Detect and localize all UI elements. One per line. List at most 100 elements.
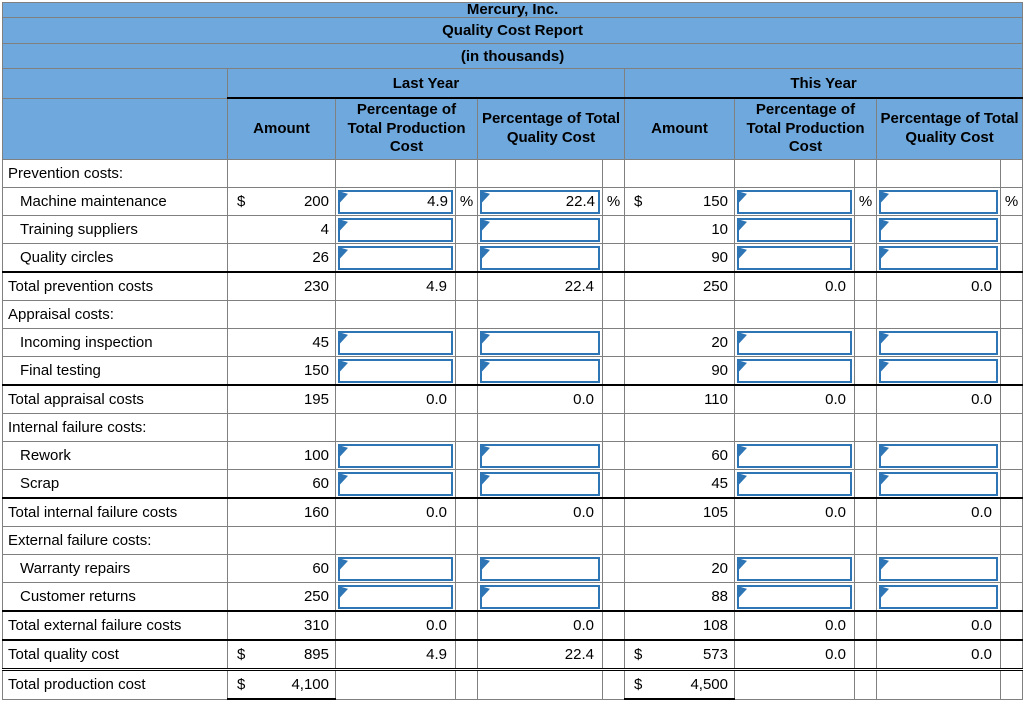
input-this-year-pct-production-incoming-inspection[interactable] xyxy=(739,332,850,353)
answer-input-box[interactable] xyxy=(480,189,600,214)
input-last-year-pct-quality-incoming-inspection[interactable] xyxy=(482,332,598,353)
cell-last-year-pct-quality-percent-sign xyxy=(602,441,625,470)
input-last-year-pct-production-quality-circles[interactable] xyxy=(340,247,451,268)
input-last-year-pct-quality-customer-returns[interactable] xyxy=(482,586,598,607)
answer-input-box[interactable] xyxy=(737,471,852,496)
answer-input-box[interactable] xyxy=(879,330,998,355)
input-last-year-pct-quality-training-suppliers[interactable] xyxy=(482,219,598,240)
answer-input-box[interactable] xyxy=(879,556,998,581)
answer-input-box[interactable] xyxy=(737,584,852,609)
cell-last-year-pct-production xyxy=(335,669,456,700)
cell-last-year-pct-quality-percent-sign xyxy=(602,328,625,357)
cell-this-year-pct-quality-percent-sign: % xyxy=(999,187,1024,216)
amount-value: 60 xyxy=(312,560,329,577)
amount-value: 4 xyxy=(320,221,329,238)
cell-last-year-pct-production: 0.0 xyxy=(335,497,456,527)
input-this-year-pct-production-warranty-repairs[interactable] xyxy=(739,558,850,579)
answer-input-box[interactable] xyxy=(737,358,852,383)
cell-last-year-pct-production-percent-sign xyxy=(455,554,478,583)
answer-input-box[interactable] xyxy=(338,245,453,270)
input-last-year-pct-production-scrap[interactable] xyxy=(340,473,451,494)
input-this-year-pct-quality-scrap[interactable] xyxy=(881,473,996,494)
answer-input-box[interactable] xyxy=(480,217,600,242)
cell-flag-icon xyxy=(482,473,490,485)
input-this-year-pct-quality-incoming-inspection[interactable] xyxy=(881,332,996,353)
cell-this-year-amount: 88 xyxy=(624,582,735,612)
answer-input-box[interactable] xyxy=(480,471,600,496)
input-this-year-pct-production-machine-maintenance[interactable] xyxy=(739,191,850,212)
answer-input-box[interactable] xyxy=(338,217,453,242)
answer-input-box[interactable] xyxy=(338,443,453,468)
answer-input-box[interactable] xyxy=(338,358,453,383)
answer-input-box[interactable] xyxy=(879,217,998,242)
input-last-year-pct-quality-warranty-repairs[interactable] xyxy=(482,558,598,579)
cell-flag-icon xyxy=(739,586,747,598)
input-last-year-pct-production-customer-returns[interactable] xyxy=(340,586,451,607)
answer-input-box[interactable] xyxy=(737,189,852,214)
input-this-year-pct-production-final-testing[interactable] xyxy=(739,360,850,381)
input-last-year-pct-production-warranty-repairs[interactable] xyxy=(340,558,451,579)
input-this-year-pct-quality-customer-returns[interactable] xyxy=(881,586,996,607)
cell-this-year-pct-production-percent-sign xyxy=(854,669,877,700)
input-this-year-pct-production-quality-circles[interactable] xyxy=(739,247,850,268)
answer-input-box[interactable] xyxy=(879,584,998,609)
amount-value: 200 xyxy=(303,193,329,210)
input-last-year-pct-quality-final-testing[interactable] xyxy=(482,360,598,381)
answer-input-box[interactable] xyxy=(338,584,453,609)
answer-input-box[interactable] xyxy=(879,189,998,214)
answer-input-box[interactable] xyxy=(338,189,453,214)
input-last-year-pct-production-training-suppliers[interactable] xyxy=(340,219,451,240)
answer-input-box[interactable] xyxy=(480,330,600,355)
input-this-year-pct-production-training-suppliers[interactable] xyxy=(739,219,850,240)
answer-input-box[interactable] xyxy=(480,245,600,270)
amount-value: 150 xyxy=(702,193,728,210)
input-this-year-pct-production-rework[interactable] xyxy=(739,445,850,466)
amount-value: 310 xyxy=(303,617,329,634)
input-last-year-pct-production-incoming-inspection[interactable] xyxy=(340,332,451,353)
answer-input-box[interactable] xyxy=(338,330,453,355)
input-this-year-pct-production-customer-returns[interactable] xyxy=(739,586,850,607)
answer-input-box[interactable] xyxy=(879,471,998,496)
input-this-year-pct-quality-machine-maintenance[interactable] xyxy=(881,191,996,212)
input-this-year-pct-quality-rework[interactable] xyxy=(881,445,996,466)
cell-flag-icon xyxy=(482,445,490,457)
cell-this-year-pct-production xyxy=(734,187,855,216)
input-this-year-pct-production-scrap[interactable] xyxy=(739,473,850,494)
answer-input-box[interactable] xyxy=(338,471,453,496)
input-last-year-pct-quality-scrap[interactable] xyxy=(482,473,598,494)
answer-input-box[interactable] xyxy=(737,443,852,468)
input-last-year-pct-quality-machine-maintenance[interactable] xyxy=(482,191,598,212)
answer-input-box[interactable] xyxy=(480,584,600,609)
answer-input-box[interactable] xyxy=(879,443,998,468)
input-last-year-pct-quality-rework[interactable] xyxy=(482,445,598,466)
input-last-year-pct-production-final-testing[interactable] xyxy=(340,360,451,381)
row-label: Customer returns xyxy=(2,582,228,612)
answer-input-box[interactable] xyxy=(879,358,998,383)
cell-last-year-amount: 4 xyxy=(227,215,336,244)
answer-input-box[interactable] xyxy=(879,245,998,270)
answer-input-box[interactable] xyxy=(480,358,600,383)
amount-value: 20 xyxy=(711,560,728,577)
input-last-year-pct-production-rework[interactable] xyxy=(340,445,451,466)
input-this-year-pct-quality-training-suppliers[interactable] xyxy=(881,219,996,240)
row-label: Rework xyxy=(2,441,228,470)
amount-value: 60 xyxy=(312,475,329,492)
amount-value: 160 xyxy=(303,504,329,521)
answer-input-box[interactable] xyxy=(338,556,453,581)
input-this-year-pct-quality-final-testing[interactable] xyxy=(881,360,996,381)
answer-input-box[interactable] xyxy=(737,330,852,355)
cell-this-year-pct-production xyxy=(734,582,855,612)
answer-input-box[interactable] xyxy=(737,245,852,270)
answer-input-box[interactable] xyxy=(737,217,852,242)
input-this-year-pct-quality-quality-circles[interactable] xyxy=(881,247,996,268)
cell-this-year-pct-quality-percent-sign xyxy=(999,300,1024,329)
input-last-year-pct-production-machine-maintenance[interactable] xyxy=(340,191,451,212)
cell-this-year-pct-quality xyxy=(876,441,1001,470)
input-this-year-pct-quality-warranty-repairs[interactable] xyxy=(881,558,996,579)
answer-input-box[interactable] xyxy=(480,443,600,468)
input-last-year-pct-quality-quality-circles[interactable] xyxy=(482,247,598,268)
answer-input-box[interactable] xyxy=(480,556,600,581)
last-year-header: Last Year xyxy=(227,68,625,99)
cell-last-year-pct-quality xyxy=(477,187,603,216)
answer-input-box[interactable] xyxy=(737,556,852,581)
